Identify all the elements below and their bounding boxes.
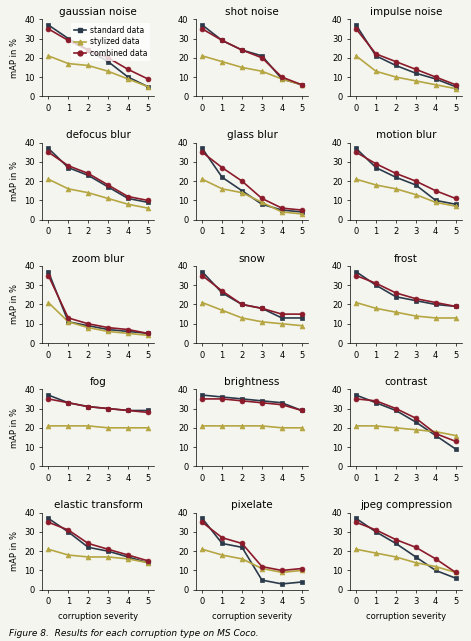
Text: Figure 8.  Results for each corruption type on MS Coco.: Figure 8. Results for each corruption ty… — [9, 629, 259, 638]
Title: shot noise: shot noise — [225, 7, 279, 17]
Legend: standard data, stylized data, combined data: standard data, stylized data, combined d… — [71, 23, 150, 61]
Y-axis label: mAP in %: mAP in % — [9, 161, 18, 201]
Title: jpeg compression: jpeg compression — [360, 501, 452, 510]
Y-axis label: mAP in %: mAP in % — [9, 285, 18, 324]
Title: glass blur: glass blur — [227, 130, 277, 140]
Title: contrast: contrast — [384, 377, 428, 387]
X-axis label: corruption severity: corruption severity — [58, 612, 138, 621]
Title: frost: frost — [394, 254, 418, 263]
Title: elastic transform: elastic transform — [54, 501, 143, 510]
Title: zoom blur: zoom blur — [72, 254, 124, 263]
Y-axis label: mAP in %: mAP in % — [9, 408, 18, 448]
X-axis label: corruption severity: corruption severity — [212, 612, 292, 621]
Title: fog: fog — [90, 377, 106, 387]
Y-axis label: mAP in %: mAP in % — [9, 38, 18, 78]
Title: pixelate: pixelate — [231, 501, 273, 510]
Y-axis label: mAP in %: mAP in % — [9, 531, 18, 571]
Title: motion blur: motion blur — [375, 130, 436, 140]
Title: snow: snow — [238, 254, 266, 263]
X-axis label: corruption severity: corruption severity — [366, 612, 446, 621]
Title: brightness: brightness — [224, 377, 280, 387]
Title: defocus blur: defocus blur — [65, 130, 130, 140]
Title: gaussian noise: gaussian noise — [59, 7, 137, 17]
Title: impulse noise: impulse noise — [370, 7, 442, 17]
